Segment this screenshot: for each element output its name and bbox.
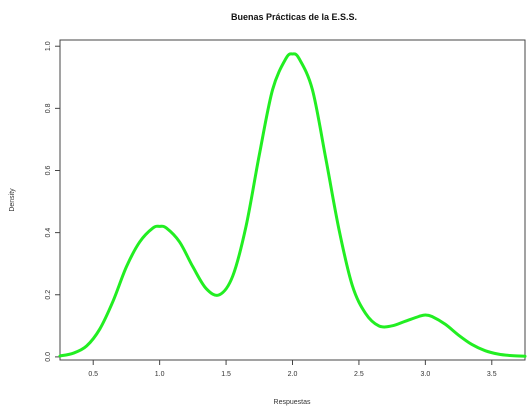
x-tick-label: 1.5	[221, 371, 231, 378]
x-tick-label: 0.5	[88, 371, 98, 378]
plot-frame	[59, 39, 526, 361]
x-axis-label: Respuestas	[274, 399, 311, 406]
x-tick-label: 2.5	[354, 371, 364, 378]
y-tick-label: 1.0	[45, 41, 52, 51]
y-axis-label: Density	[9, 188, 16, 212]
x-tick-label: 3.5	[487, 371, 497, 378]
y-tick-label: 0.2	[45, 290, 52, 300]
density-curve	[58, 52, 527, 358]
x-tick-label: 2.0	[288, 371, 298, 378]
x-tick-label: 3.0	[420, 371, 430, 378]
y-tick-label: 0.0	[45, 352, 52, 362]
y-tick-label: 0.8	[45, 103, 52, 113]
y-tick-label: 0.4	[45, 228, 52, 238]
chart-title: Buenas Prácticas de la E.S.S.	[231, 12, 357, 22]
y-tick-label: 0.6	[45, 166, 52, 176]
y-axis: 0.0 0.2 0.4 0.6 0.8 1.0	[45, 41, 60, 362]
x-axis: 0.5 1.0 1.5 2.0 2.5 3.0 3.5	[88, 360, 497, 378]
x-tick-label: 1.0	[155, 371, 165, 378]
